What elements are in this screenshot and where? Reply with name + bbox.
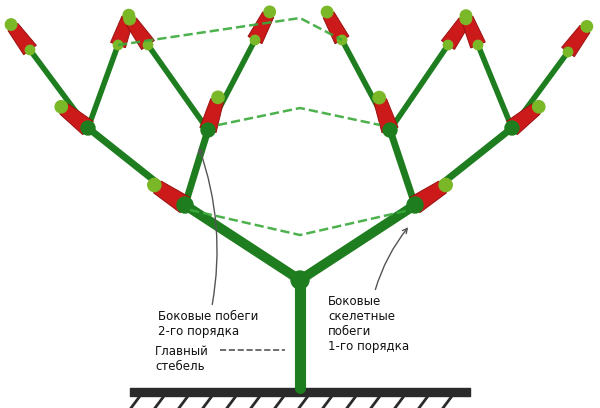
Circle shape [291, 271, 309, 289]
Text: Боковые
скелетные
побеги
1-го порядка: Боковые скелетные побеги 1-го порядка [328, 228, 409, 353]
Polygon shape [200, 99, 223, 133]
Polygon shape [248, 12, 274, 44]
Polygon shape [127, 18, 154, 49]
Circle shape [123, 9, 134, 21]
Circle shape [337, 35, 347, 45]
Circle shape [250, 35, 260, 45]
Circle shape [460, 13, 472, 24]
Polygon shape [562, 25, 590, 57]
Circle shape [83, 123, 93, 133]
Polygon shape [461, 16, 485, 48]
Circle shape [533, 101, 545, 113]
Circle shape [201, 123, 215, 137]
Polygon shape [323, 12, 349, 44]
Circle shape [563, 47, 572, 57]
Circle shape [177, 197, 193, 213]
Circle shape [373, 91, 385, 104]
Polygon shape [507, 104, 540, 135]
Circle shape [55, 101, 67, 113]
Polygon shape [8, 23, 37, 55]
Circle shape [212, 91, 224, 104]
Circle shape [407, 197, 423, 213]
Circle shape [410, 200, 421, 211]
Circle shape [264, 6, 275, 18]
Polygon shape [410, 181, 446, 213]
Circle shape [179, 200, 190, 211]
Polygon shape [110, 16, 133, 48]
Circle shape [25, 45, 35, 55]
Text: Главный
стебель: Главный стебель [155, 345, 209, 373]
Circle shape [443, 40, 452, 50]
Circle shape [505, 121, 519, 135]
Circle shape [460, 10, 472, 21]
Circle shape [439, 178, 452, 192]
Polygon shape [374, 99, 398, 133]
Circle shape [473, 40, 482, 50]
Circle shape [385, 125, 395, 135]
Circle shape [507, 123, 517, 133]
Circle shape [581, 21, 593, 32]
Text: Боковые побеги
2-го порядка: Боковые побеги 2-го порядка [158, 149, 259, 338]
Circle shape [148, 178, 161, 192]
Circle shape [322, 6, 333, 18]
Circle shape [143, 40, 152, 50]
Circle shape [124, 13, 136, 25]
Polygon shape [154, 181, 190, 213]
Circle shape [5, 19, 17, 30]
Circle shape [81, 121, 95, 135]
Circle shape [203, 125, 213, 135]
Circle shape [383, 123, 397, 137]
Polygon shape [60, 104, 93, 135]
Polygon shape [442, 18, 469, 49]
Circle shape [113, 40, 122, 50]
